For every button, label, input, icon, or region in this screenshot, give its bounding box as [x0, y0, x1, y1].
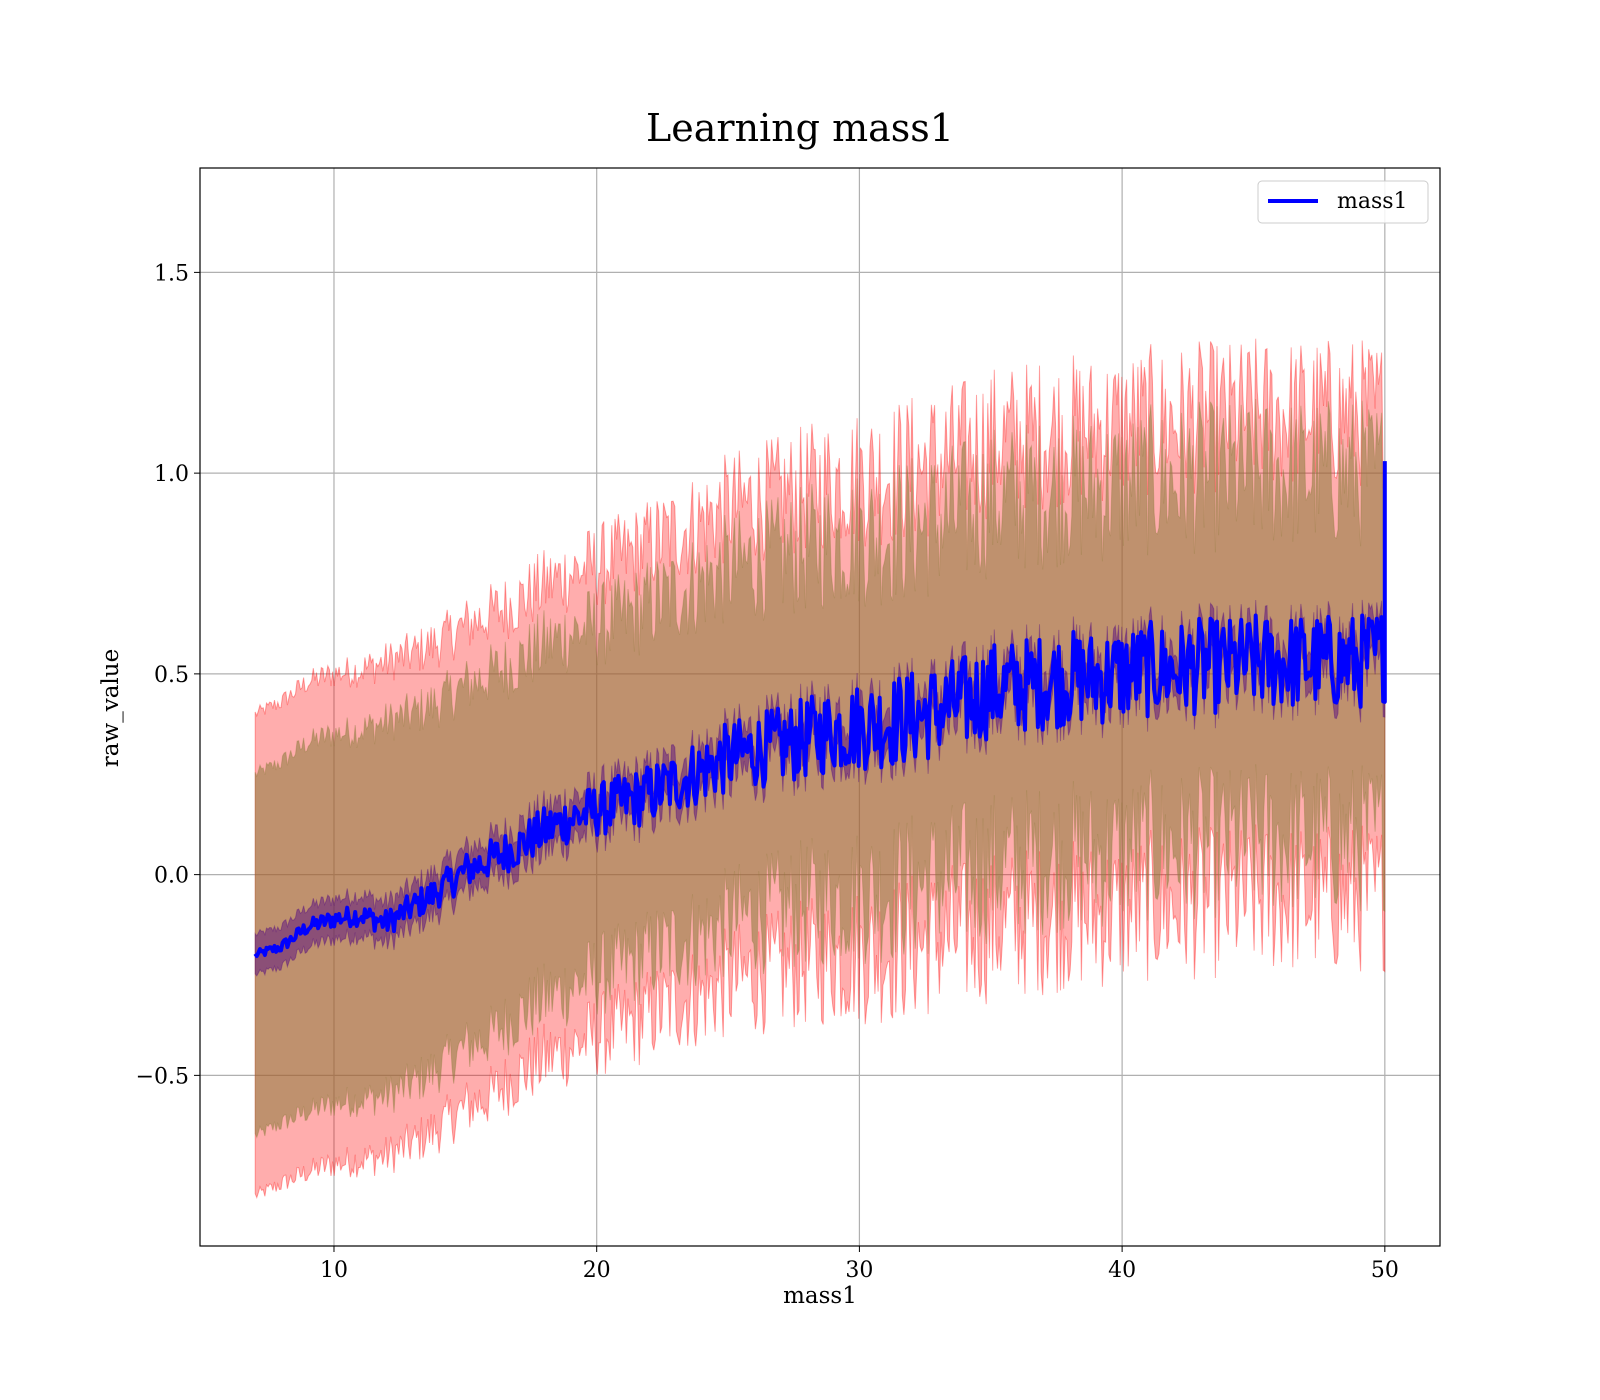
chart-title: Learning mass1 [646, 106, 954, 150]
x-axis: 10 20 30 40 50 [320, 1246, 1399, 1283]
plot-frame [199, 167, 1441, 1247]
x-tick-label: 40 [1108, 1258, 1136, 1283]
legend-label: mass1 [1337, 189, 1408, 214]
y-tick-label: 1.0 [154, 462, 189, 487]
y-axis-label: raw_value [98, 649, 124, 767]
legend: mass1 [1257, 180, 1429, 224]
y-tick-label: 0.5 [154, 663, 189, 688]
y-axis: −0.5 0.0 0.5 1.0 1.5 [136, 261, 200, 1089]
y-tick-label: −0.5 [136, 1064, 189, 1089]
x-tick-label: 50 [1371, 1258, 1399, 1283]
x-tick-label: 10 [320, 1258, 348, 1283]
series [253, 461, 1387, 958]
legend-box [1257, 180, 1429, 224]
x-axis-label: mass1 [783, 1283, 857, 1309]
x-tick-label: 20 [583, 1258, 611, 1283]
series-line-mass1 [253, 461, 1387, 958]
y-tick-label: 0.0 [154, 864, 189, 889]
y-tick-label: 1.5 [154, 261, 189, 286]
x-tick-label: 30 [845, 1258, 873, 1283]
